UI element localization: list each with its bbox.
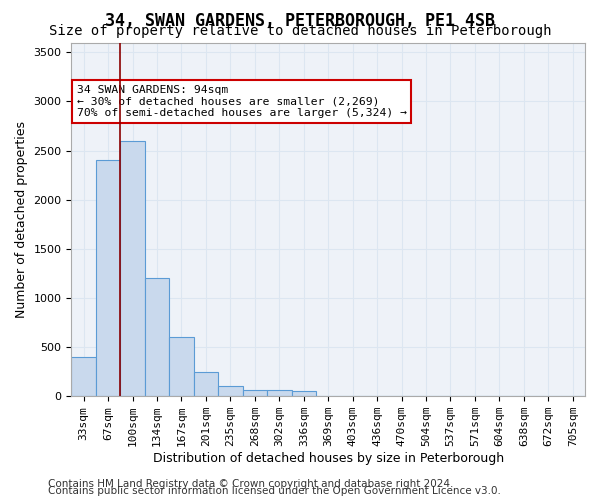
Bar (292, 392, 316, 396)
Bar (218, 386, 242, 396)
Text: Contains HM Land Registry data © Crown copyright and database right 2024.: Contains HM Land Registry data © Crown c… (48, 479, 454, 489)
Text: 34 SWAN GARDENS: 94sqm
← 30% of detached houses are smaller (2,269)
70% of semi-: 34 SWAN GARDENS: 94sqm ← 30% of detached… (77, 85, 407, 118)
Bar (145, 278, 169, 396)
Text: Size of property relative to detached houses in Peterborough: Size of property relative to detached ho… (49, 24, 551, 38)
X-axis label: Distribution of detached houses by size in Peterborough: Distribution of detached houses by size … (152, 452, 504, 465)
Bar (194, 372, 218, 396)
Bar (96, 160, 121, 396)
Bar (242, 390, 267, 396)
Y-axis label: Number of detached properties: Number of detached properties (15, 121, 28, 318)
Text: 34, SWAN GARDENS, PETERBOROUGH, PE1 4SB: 34, SWAN GARDENS, PETERBOROUGH, PE1 4SB (105, 12, 495, 30)
Bar (267, 390, 292, 396)
Bar (71, 357, 96, 396)
Text: Contains public sector information licensed under the Open Government Licence v3: Contains public sector information licen… (48, 486, 501, 496)
Bar (121, 141, 145, 396)
Bar (169, 338, 194, 396)
